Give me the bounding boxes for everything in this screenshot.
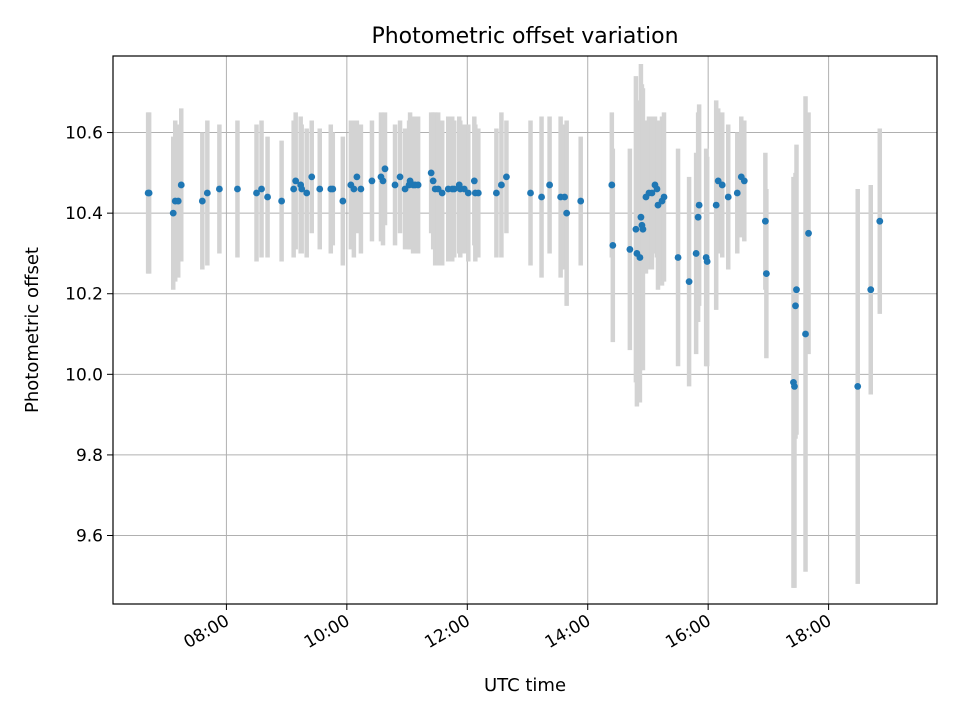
data-point: [685, 278, 693, 286]
data-point: [660, 193, 668, 201]
data-point: [538, 193, 545, 201]
data-point: [381, 165, 389, 173]
data-point: [718, 181, 726, 189]
data-point: [414, 181, 422, 189]
plot-frame: [112, 55, 938, 605]
data-point: [761, 217, 769, 225]
data-point: [867, 286, 875, 294]
data-point: [396, 173, 404, 181]
data-point: [308, 173, 316, 181]
data-point: [258, 185, 265, 193]
data-point: [724, 193, 732, 201]
data-point: [712, 201, 720, 209]
data-point: [474, 189, 482, 197]
data-point: [694, 213, 702, 221]
data-point: [429, 177, 437, 185]
data-point: [648, 189, 656, 197]
data-point: [632, 225, 640, 233]
data-point: [637, 213, 645, 221]
data-points: [144, 165, 884, 390]
data-point: [350, 185, 358, 193]
data-point: [298, 185, 306, 193]
data-point: [427, 169, 435, 177]
data-point: [792, 302, 799, 310]
y-tick-label: 10.4: [65, 204, 103, 224]
data-point: [278, 197, 286, 205]
chart-title: Photometric offset variation: [371, 24, 678, 49]
data-point: [234, 185, 241, 193]
data-point: [145, 189, 153, 197]
data-point: [203, 189, 211, 197]
data-point: [762, 270, 770, 277]
data-point: [498, 181, 505, 189]
data-point: [546, 181, 553, 189]
data-point: [527, 189, 534, 197]
data-point: [492, 189, 500, 197]
data-point: [577, 197, 585, 205]
data-point: [177, 181, 185, 189]
data-point: [740, 177, 748, 185]
data-point: [561, 193, 569, 201]
data-point: [703, 258, 711, 265]
data-point: [450, 185, 458, 193]
data-point: [791, 383, 798, 390]
data-point: [316, 185, 324, 193]
data-point: [215, 185, 223, 193]
data-point: [353, 173, 361, 181]
data-point: [391, 181, 399, 189]
y-axis-ticks: 9.6 9.8 10.0 10.2 10.4 10.6: [65, 124, 113, 547]
data-point: [876, 217, 884, 225]
data-point: [802, 330, 809, 338]
data-point: [626, 246, 634, 253]
data-point: [695, 201, 703, 209]
data-point: [653, 185, 661, 193]
y-tick-label: 10.2: [65, 285, 103, 305]
data-point: [290, 185, 298, 193]
data-point: [292, 177, 300, 185]
data-point: [854, 383, 862, 390]
data-point: [464, 189, 472, 197]
data-point: [329, 185, 337, 193]
y-tick-label: 9.8: [76, 446, 103, 466]
x-axis-label: UTC time: [484, 675, 566, 696]
data-point: [198, 197, 206, 205]
y-tick-label: 10.0: [65, 365, 103, 385]
y-axis-label: Photometric offset: [22, 247, 43, 413]
data-point: [793, 286, 800, 294]
data-point: [470, 177, 478, 185]
data-point: [563, 209, 571, 217]
data-point: [438, 189, 446, 197]
data-point: [609, 241, 617, 249]
data-point: [639, 225, 647, 233]
data-point: [357, 185, 365, 193]
data-point: [503, 173, 510, 181]
data-point: [264, 193, 271, 201]
data-point: [733, 189, 741, 197]
data-point: [636, 254, 644, 261]
data-point: [674, 254, 682, 261]
data-point: [253, 189, 260, 197]
data-point: [379, 177, 387, 185]
data-point: [169, 209, 177, 217]
data-point: [368, 177, 376, 185]
y-tick-label: 10.6: [65, 124, 103, 144]
data-point: [692, 250, 700, 257]
data-point: [339, 197, 347, 205]
data-point: [174, 197, 182, 205]
data-point: [303, 189, 311, 197]
data-point: [805, 229, 812, 237]
data-point: [608, 181, 616, 189]
y-tick-label: 9.6: [76, 527, 103, 547]
